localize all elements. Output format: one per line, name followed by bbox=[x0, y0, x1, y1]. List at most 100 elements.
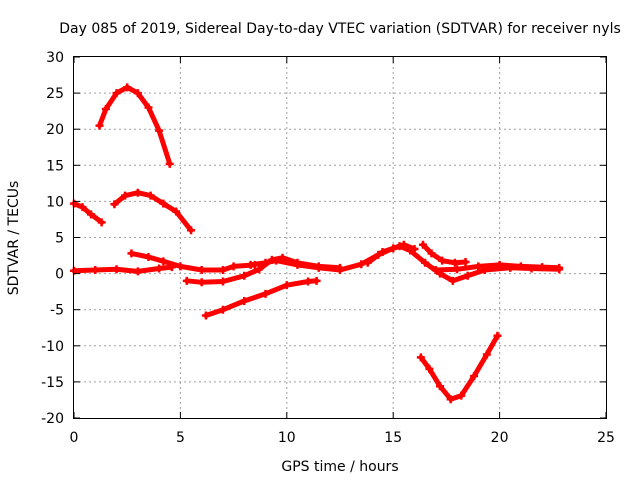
data-point bbox=[110, 200, 119, 209]
data-point bbox=[255, 265, 264, 274]
data-point bbox=[438, 256, 447, 265]
x-tick-label: 15 bbox=[384, 430, 402, 446]
data-point bbox=[218, 305, 227, 314]
data-point bbox=[112, 265, 121, 274]
data-point bbox=[159, 257, 168, 266]
data-point bbox=[155, 126, 164, 135]
data-point bbox=[418, 240, 427, 249]
data-point bbox=[461, 258, 470, 267]
data-point bbox=[482, 350, 491, 359]
data-point bbox=[357, 260, 366, 269]
data-point bbox=[176, 262, 185, 271]
data-point bbox=[146, 191, 155, 200]
y-tick-label: 5 bbox=[55, 231, 64, 247]
y-tick-label: 20 bbox=[46, 122, 64, 138]
data-point bbox=[436, 382, 445, 391]
data-point bbox=[101, 104, 110, 113]
y-tick-label: -20 bbox=[41, 411, 64, 427]
data-point bbox=[363, 258, 372, 267]
data-point bbox=[165, 159, 174, 168]
series-arc-2 bbox=[71, 201, 105, 225]
data-point bbox=[453, 265, 462, 274]
data-point bbox=[127, 249, 136, 258]
y-tick-label: 10 bbox=[46, 194, 64, 210]
data-point bbox=[133, 267, 142, 276]
data-point bbox=[187, 226, 196, 235]
y-tick-label: -5 bbox=[50, 303, 64, 319]
data-point bbox=[446, 395, 455, 404]
data-point bbox=[448, 276, 457, 285]
x-axis-title: GPS time / hours bbox=[281, 459, 398, 475]
data-point bbox=[201, 311, 210, 320]
data-point bbox=[272, 256, 281, 265]
chart-title: Day 085 of 2019, Sidereal Day-to-day VTE… bbox=[59, 21, 621, 37]
y-tick-label: -10 bbox=[41, 339, 64, 355]
y-tick-label: 0 bbox=[55, 267, 64, 283]
data-point bbox=[431, 265, 440, 274]
data-point bbox=[427, 249, 436, 258]
data-point bbox=[421, 258, 430, 267]
data-point bbox=[282, 281, 291, 290]
data-point bbox=[87, 210, 96, 219]
data-point bbox=[493, 331, 502, 340]
y-tick-label: 25 bbox=[46, 86, 64, 102]
data-point bbox=[312, 276, 321, 285]
data-point bbox=[378, 247, 387, 256]
data-point bbox=[78, 203, 87, 212]
data-point bbox=[463, 271, 472, 280]
data-point bbox=[336, 265, 344, 274]
data-point bbox=[416, 353, 425, 362]
data-point bbox=[172, 207, 181, 216]
series-arc-12 bbox=[418, 333, 500, 402]
data-point bbox=[240, 297, 249, 306]
data-point bbox=[450, 258, 459, 267]
data-point bbox=[95, 121, 104, 130]
data-point bbox=[133, 89, 142, 98]
data-point bbox=[155, 264, 164, 273]
x-tick-label: 25 bbox=[597, 430, 615, 446]
data-point bbox=[425, 364, 434, 373]
data-point bbox=[246, 260, 255, 269]
series-arc-1 bbox=[97, 84, 173, 167]
x-tick-label: 0 bbox=[70, 430, 79, 446]
data-point bbox=[538, 263, 547, 272]
x-tick-label: 10 bbox=[278, 430, 296, 446]
data-point bbox=[218, 277, 227, 286]
data-point bbox=[474, 262, 483, 271]
data-point bbox=[133, 188, 142, 197]
data-point bbox=[495, 260, 504, 269]
data-point bbox=[182, 276, 191, 285]
data-point bbox=[144, 252, 153, 261]
data-point bbox=[457, 391, 466, 400]
data-point bbox=[159, 199, 168, 208]
x-tick-label: 20 bbox=[491, 430, 509, 446]
axis-ticks: 0 5 10 15 20 25 -20 -15 -10 -5 0 5 10 15 20 25 30 bbox=[41, 50, 615, 446]
data-point bbox=[97, 218, 106, 227]
data-point bbox=[144, 103, 153, 112]
data-series bbox=[70, 83, 564, 404]
data-point bbox=[197, 278, 206, 287]
data-point bbox=[123, 83, 132, 92]
y-tick-label: 15 bbox=[46, 158, 64, 174]
data-point bbox=[218, 265, 227, 274]
y-axis-title: SDTVAR / TECUs bbox=[6, 181, 22, 296]
data-point bbox=[240, 271, 249, 280]
data-point bbox=[293, 260, 302, 269]
x-tick-label: 5 bbox=[176, 430, 185, 446]
data-point bbox=[197, 265, 206, 274]
plot-frame bbox=[73, 56, 607, 419]
data-point bbox=[395, 242, 404, 251]
data-point bbox=[112, 89, 121, 98]
data-point bbox=[555, 263, 564, 272]
data-point bbox=[229, 262, 238, 271]
y-tick-label: -15 bbox=[41, 375, 64, 391]
data-point bbox=[516, 262, 525, 271]
data-point bbox=[406, 246, 415, 255]
data-point bbox=[304, 277, 313, 286]
data-point bbox=[470, 372, 479, 381]
data-point bbox=[261, 289, 270, 298]
data-point bbox=[91, 265, 100, 274]
data-point bbox=[261, 258, 270, 267]
